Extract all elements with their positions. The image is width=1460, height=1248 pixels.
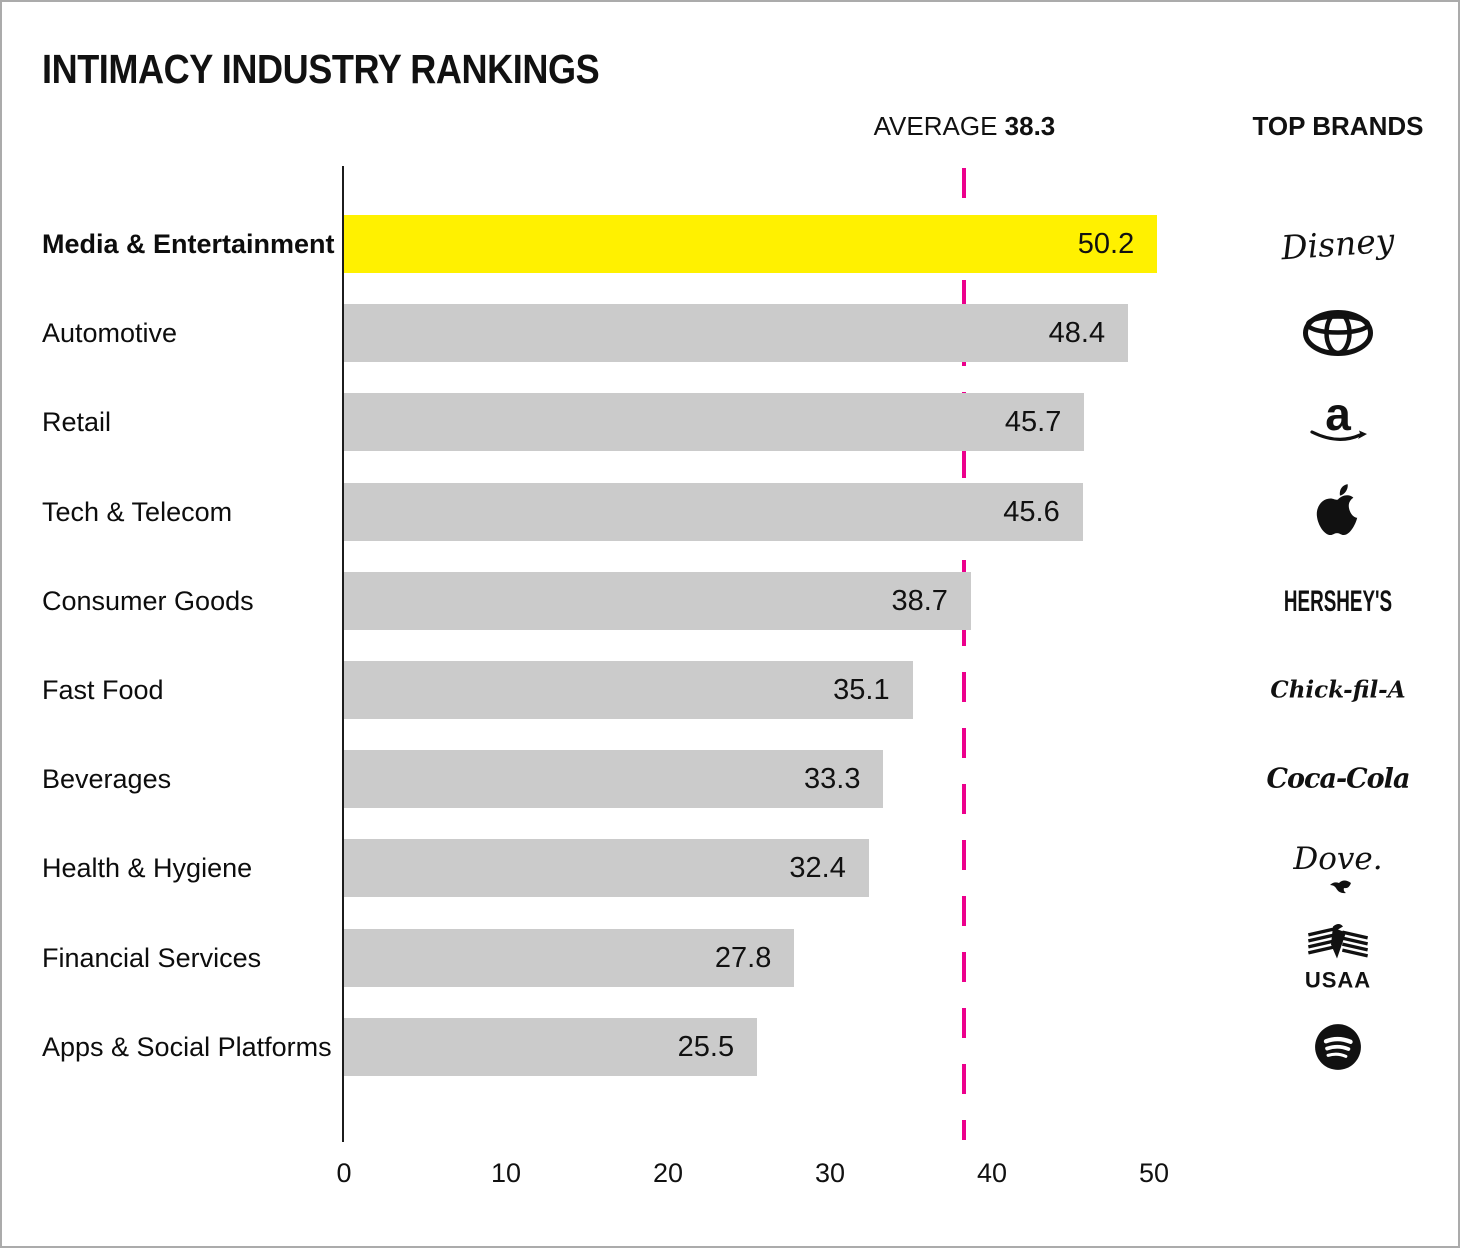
usaa-logo: USAA <box>1248 922 1428 993</box>
spotify-icon <box>1315 1023 1361 1070</box>
bar-value-label: 32.4 <box>789 852 846 885</box>
coca-cola-wordmark: Coca-Cola <box>1266 763 1411 795</box>
amazon-smile-icon <box>1310 430 1367 442</box>
bar-value-label: 45.6 <box>1003 495 1060 528</box>
category-label: Automotive <box>42 318 178 349</box>
apple-logo <box>1248 483 1428 540</box>
bar: 38.7 <box>344 571 971 630</box>
usaa-eagle-icon <box>1307 923 1369 959</box>
category-label: Beverages <box>42 764 172 795</box>
bar-value-label: 35.1 <box>833 674 890 706</box>
chart-title: INTIMACY INDUSTRY RANKINGS <box>42 46 600 92</box>
category-label: Health & Hygiene <box>42 853 253 884</box>
bar: 25.5 <box>344 1017 758 1076</box>
bar-value-label: 45.7 <box>1004 406 1062 439</box>
toyota-logo <box>1248 309 1428 357</box>
bar: 48.4 <box>344 304 1129 363</box>
bar: 32.4 <box>344 839 869 898</box>
x-axis-tick-label: 10 <box>490 1158 522 1188</box>
bar-value-label: 25.5 <box>677 1030 735 1063</box>
average-annotation-value: 38.3 <box>1004 111 1056 141</box>
average-annotation-word: AVERAGE <box>873 111 998 141</box>
dove-logo: Dove. <box>1248 841 1428 895</box>
hersheys-wordmark: HERSHEY'S <box>1283 583 1393 618</box>
category-label: Consumer Goods <box>42 585 254 616</box>
bar-value-label: 33.3 <box>804 763 861 796</box>
spotify-logo <box>1248 1022 1428 1072</box>
chick-fil-a-logo: Chick-fil-A <box>1248 677 1428 704</box>
category-label: Fast Food <box>42 675 164 705</box>
amazon-logo: a <box>1248 388 1428 447</box>
top-brands-column-header: TOP BRANDS <box>1252 111 1424 141</box>
y-axis-line <box>342 166 344 1142</box>
category-label: Financial Services <box>42 942 262 973</box>
category-label: Apps & Social Platforms <box>42 1031 332 1062</box>
highlighted-bar: 50.2 <box>344 215 1158 273</box>
bar-value-label: 27.8 <box>714 941 772 974</box>
usaa-wordmark: USAA <box>1304 967 1372 993</box>
disney-wordmark: Disney <box>1280 220 1396 268</box>
x-axis-tick-label: 20 <box>652 1158 684 1188</box>
bar: 27.8 <box>344 928 795 987</box>
amazon-a-wordmark: a <box>1325 388 1351 441</box>
x-axis-tick-label: 40 <box>976 1158 1008 1188</box>
bar-value-label: 38.7 <box>891 584 948 617</box>
bar: 35.1 <box>344 661 913 719</box>
category-label: Tech & Telecom <box>42 496 233 527</box>
bar: 45.6 <box>344 482 1083 541</box>
x-axis-tick-label: 0 <box>336 1158 352 1188</box>
chick-fil-a-wordmark: Chick-fil-A <box>1270 676 1406 704</box>
toyota-emblem-icon <box>1303 310 1373 357</box>
apple-icon <box>1316 483 1358 535</box>
bar-value-label: 50.2 <box>1077 228 1135 260</box>
dove-bird-icon <box>1330 880 1351 894</box>
average-annotation: AVERAGE 38.3 <box>874 108 1056 144</box>
bar: 33.3 <box>344 750 884 809</box>
category-label: Media & Entertainment <box>42 229 335 259</box>
dove-wordmark: Dove. <box>1293 841 1383 878</box>
x-axis-tick-label: 30 <box>814 1158 846 1188</box>
x-axis-tick-label: 50 <box>1138 1158 1170 1188</box>
bar: 45.7 <box>344 393 1085 452</box>
coca-cola-logo: Coca-Cola <box>1248 764 1428 795</box>
bar-value-label: 48.4 <box>1048 317 1106 350</box>
category-label: Retail <box>42 407 112 438</box>
hersheys-logo: HERSHEY'S <box>1248 583 1428 617</box>
disney-logo: Disney <box>1248 221 1428 268</box>
average-dashed-line <box>962 168 967 1140</box>
